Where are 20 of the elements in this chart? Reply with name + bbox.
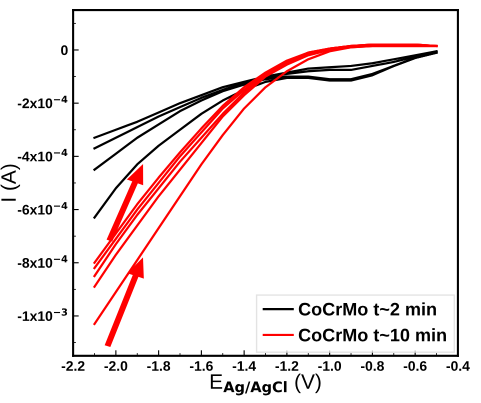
y-tick-label: -2x10$^{−4}$	[18, 96, 68, 108]
x-tick-label: -0.4	[446, 361, 470, 371]
y-tick-label: -1x10$^{−3}$	[18, 308, 68, 322]
x-tick-label: -1.2	[275, 361, 298, 371]
legend-label: CoCrMo t~2 min	[298, 302, 436, 316]
x-tick-label: -2.2	[62, 361, 85, 371]
x-tick-label: -2.0	[104, 361, 128, 371]
x-tick-label: -0.6	[404, 361, 427, 371]
x-axis-title: E$_{Ag/AgCl}$ (V)	[210, 374, 321, 396]
y-tick-label: -8x10$^{−4}$	[18, 255, 68, 268]
x-tick-label: -1.4	[232, 361, 256, 371]
x-tick-label: -1.0	[318, 361, 342, 371]
x-tick-label: -0.8	[360, 361, 384, 371]
legend-label: CoCrMo t~10 min	[298, 328, 446, 342]
y-tick-label: -4x10$^{−4}$	[18, 148, 68, 162]
y-axis-title: I (A)	[0, 164, 20, 201]
x-tick-label: -1.6	[190, 361, 213, 371]
x-tick-label: -1.8	[147, 361, 170, 371]
y-tick-label: 0	[61, 45, 68, 56]
y-tick-label: -6x10$^{−4}$	[18, 202, 68, 215]
